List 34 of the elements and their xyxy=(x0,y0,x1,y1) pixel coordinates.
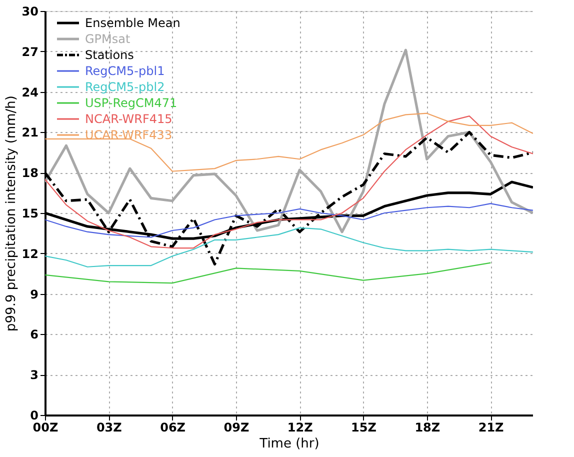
legend-label: UCAR-WRF433 xyxy=(85,128,172,142)
legend-label: USP-RegCM471 xyxy=(85,96,178,110)
y-axis-title: p99.9 precipitation intensity (mm/h) xyxy=(4,96,19,332)
y-tick-label: 9 xyxy=(30,287,38,302)
y-tick-label: 27 xyxy=(22,44,38,59)
line-series xyxy=(45,112,533,172)
x-axis-title: Time (hr) xyxy=(258,436,320,452)
x-tick-label: 00Z xyxy=(32,420,58,434)
legend-label: NCAR-WRF415 xyxy=(85,112,172,126)
x-tick-label: 03Z xyxy=(96,420,122,434)
y-tick-label: 15 xyxy=(22,206,38,220)
y-tick-label: 30 xyxy=(22,4,38,18)
x-tick-label: 09Z xyxy=(224,420,250,434)
x-tick-label: 21Z xyxy=(478,420,504,434)
legend-label: GPMsat xyxy=(85,32,130,46)
x-tick-label: 12Z xyxy=(287,420,314,434)
y-tick-label: 6 xyxy=(30,328,38,342)
x-tick-label: 06Z xyxy=(160,420,186,434)
line-series xyxy=(45,115,533,249)
line-series xyxy=(45,203,533,238)
line-series xyxy=(45,262,492,284)
legend-label: Stations xyxy=(85,48,134,62)
y-tick-label: 24 xyxy=(22,85,38,100)
x-tick-label: 18Z xyxy=(414,420,440,434)
legend-label: Ensemble Mean xyxy=(85,16,180,30)
legend-label: RegCM5-pbl2 xyxy=(85,80,165,94)
y-tick-label: 12 xyxy=(22,246,38,261)
y-tick-label: 21 xyxy=(22,126,38,140)
y-tick-label: 18 xyxy=(22,166,38,180)
y-tick-label: 0 xyxy=(30,408,38,422)
line-series xyxy=(45,227,533,268)
legend-label: RegCM5-pbl1 xyxy=(85,64,165,78)
x-tick-label: 15Z xyxy=(351,420,377,434)
y-tick-label: 3 xyxy=(30,368,38,382)
